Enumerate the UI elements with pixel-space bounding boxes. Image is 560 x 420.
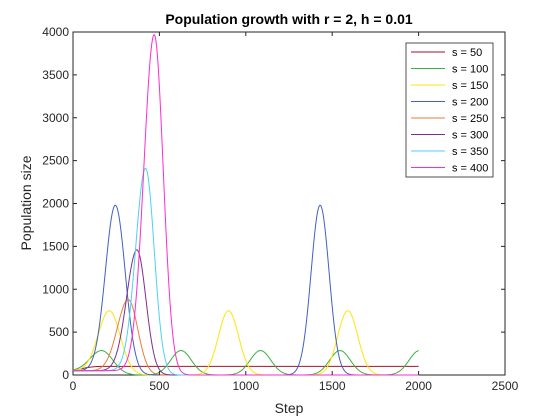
legend-label: s = 400: [452, 163, 488, 175]
y-tick-label: 3500: [42, 68, 69, 82]
y-tick-label: 1500: [42, 239, 69, 253]
chart-title: Population growth with r = 2, h = 0.01: [165, 11, 413, 27]
y-tick-label: 2000: [42, 197, 69, 211]
legend-label: s = 50: [452, 47, 482, 59]
legend: s = 50 s = 100 s = 150 s = 200 s = 250 s = 30…: [405, 42, 494, 178]
legend-label: s = 150: [452, 80, 488, 92]
legend-label: s = 350: [452, 146, 488, 158]
x-tick-label: 2500: [492, 379, 519, 393]
legend-label: s = 200: [452, 97, 488, 109]
legend-box: [405, 42, 494, 178]
series-line-2: [72, 350, 419, 376]
y-tick-label: 1000: [42, 282, 69, 296]
x-axis-title: Step: [275, 400, 304, 416]
y-tick-label: 3000: [42, 111, 69, 125]
y-axis-title: Population size: [18, 155, 34, 250]
x-tick-label: 2000: [405, 379, 432, 393]
y-tick-label: 500: [49, 325, 69, 339]
legend-entries: s = 50 s = 100 s = 150 s = 200 s = 250 s = 30…: [411, 47, 488, 175]
y-tick-label: 0: [62, 368, 69, 382]
y-tick-label: 2500: [42, 154, 69, 168]
legend-label: s = 250: [452, 113, 488, 125]
x-tick-label: 1000: [232, 379, 259, 393]
legend-label: s = 300: [452, 130, 488, 142]
x-tick-label: 0: [70, 379, 77, 393]
x-tick-label: 1500: [319, 379, 346, 393]
x-tick-label: 500: [149, 379, 169, 393]
series-line-3: [72, 310, 419, 376]
tick-layer: 0 500 1000 1500 2000 2500 0 500 1000 1500 2000 2500…: [42, 25, 518, 393]
legend-label: s = 100: [452, 64, 488, 76]
y-tick-label: 4000: [42, 25, 69, 39]
